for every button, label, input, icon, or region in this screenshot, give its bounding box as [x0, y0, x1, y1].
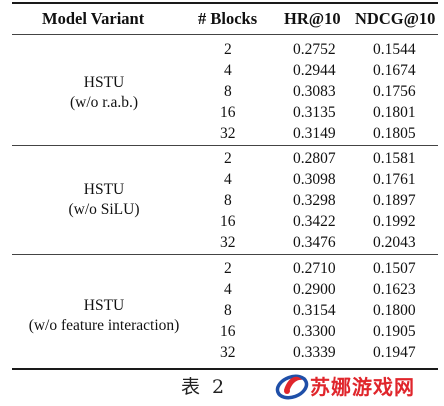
ndcg-cell: 0.1756 [373, 83, 416, 100]
ndcg-cell: 0.1507 [373, 260, 416, 277]
blocks-cell: 32 [220, 234, 236, 251]
blocks-cell: 16 [220, 213, 236, 230]
blocks-cell: 8 [224, 83, 232, 100]
ndcg-cell: 0.1623 [373, 281, 416, 298]
ndcg-cell: 0.2043 [373, 234, 416, 251]
blocks-cell: 4 [224, 171, 232, 188]
hr-cell: 0.3135 [293, 104, 336, 121]
hr-cell: 0.3083 [293, 83, 336, 100]
table-caption: 表 2 [181, 376, 228, 398]
hr-cell: 0.2752 [293, 41, 336, 58]
header-blocks: # Blocks [198, 9, 258, 28]
ndcg-cell: 0.1897 [373, 192, 416, 209]
hr-cell: 0.2710 [293, 260, 336, 277]
ndcg-cell: 0.1581 [373, 150, 416, 167]
hr-cell: 0.3422 [293, 213, 336, 230]
hr-cell: 0.3300 [293, 323, 336, 340]
table-bottom-rule [12, 368, 438, 370]
header-hr10: HR@10 [284, 9, 341, 28]
variant-name: HSTU [83, 74, 125, 91]
variant-qualifier: (w/o SiLU) [68, 201, 140, 218]
blocks-cell: 32 [220, 344, 236, 361]
hr-cell: 0.3476 [293, 234, 336, 251]
group-divider [12, 145, 438, 146]
ndcg-cell: 0.1761 [373, 171, 416, 188]
variant-qualifier: (w/o r.a.b.) [69, 94, 138, 111]
hr-cell: 0.3098 [293, 171, 336, 188]
table-top-rule [12, 2, 438, 4]
blocks-cell: 8 [224, 192, 232, 209]
ndcg-cell: 0.1674 [373, 62, 416, 79]
ndcg-cell: 0.1800 [373, 302, 416, 319]
header-model-variant: Model Variant [42, 9, 145, 28]
ndcg-cell: 0.1992 [373, 213, 416, 230]
watermark-logo-icon [275, 374, 309, 400]
blocks-cell: 32 [220, 125, 236, 142]
ndcg-cell: 0.1805 [373, 125, 416, 142]
ndcg-cell: 0.1947 [373, 344, 416, 361]
blocks-cell: 16 [220, 104, 236, 121]
blocks-cell: 16 [220, 323, 236, 340]
blocks-cell: 4 [224, 62, 232, 79]
hr-cell: 0.2944 [293, 62, 336, 79]
blocks-cell: 2 [224, 260, 232, 277]
variant-name: HSTU [83, 181, 125, 198]
blocks-cell: 2 [224, 150, 232, 167]
variant-name: HSTU [83, 297, 125, 314]
hr-cell: 0.3298 [293, 192, 336, 209]
ndcg-cell: 0.1544 [373, 41, 416, 58]
hr-cell: 0.3154 [293, 302, 336, 319]
ndcg-cell: 0.1801 [373, 104, 416, 121]
hr-cell: 0.2807 [293, 150, 336, 167]
hr-cell: 0.3149 [293, 125, 336, 142]
ndcg-cell: 0.1905 [373, 323, 416, 340]
header-rule [12, 34, 438, 35]
group-divider [12, 254, 438, 255]
site-watermark: 苏娜游戏网 [272, 368, 442, 406]
watermark-text: 苏娜游戏网 [310, 375, 415, 399]
hr-cell: 0.2900 [293, 281, 336, 298]
hr-cell: 0.3339 [293, 344, 336, 361]
header-ndcg10: NDCG@10 [355, 9, 436, 28]
blocks-cell: 8 [224, 302, 232, 319]
blocks-cell: 4 [224, 281, 232, 298]
variant-qualifier: (w/o feature interaction) [28, 317, 180, 334]
blocks-cell: 2 [224, 41, 232, 58]
